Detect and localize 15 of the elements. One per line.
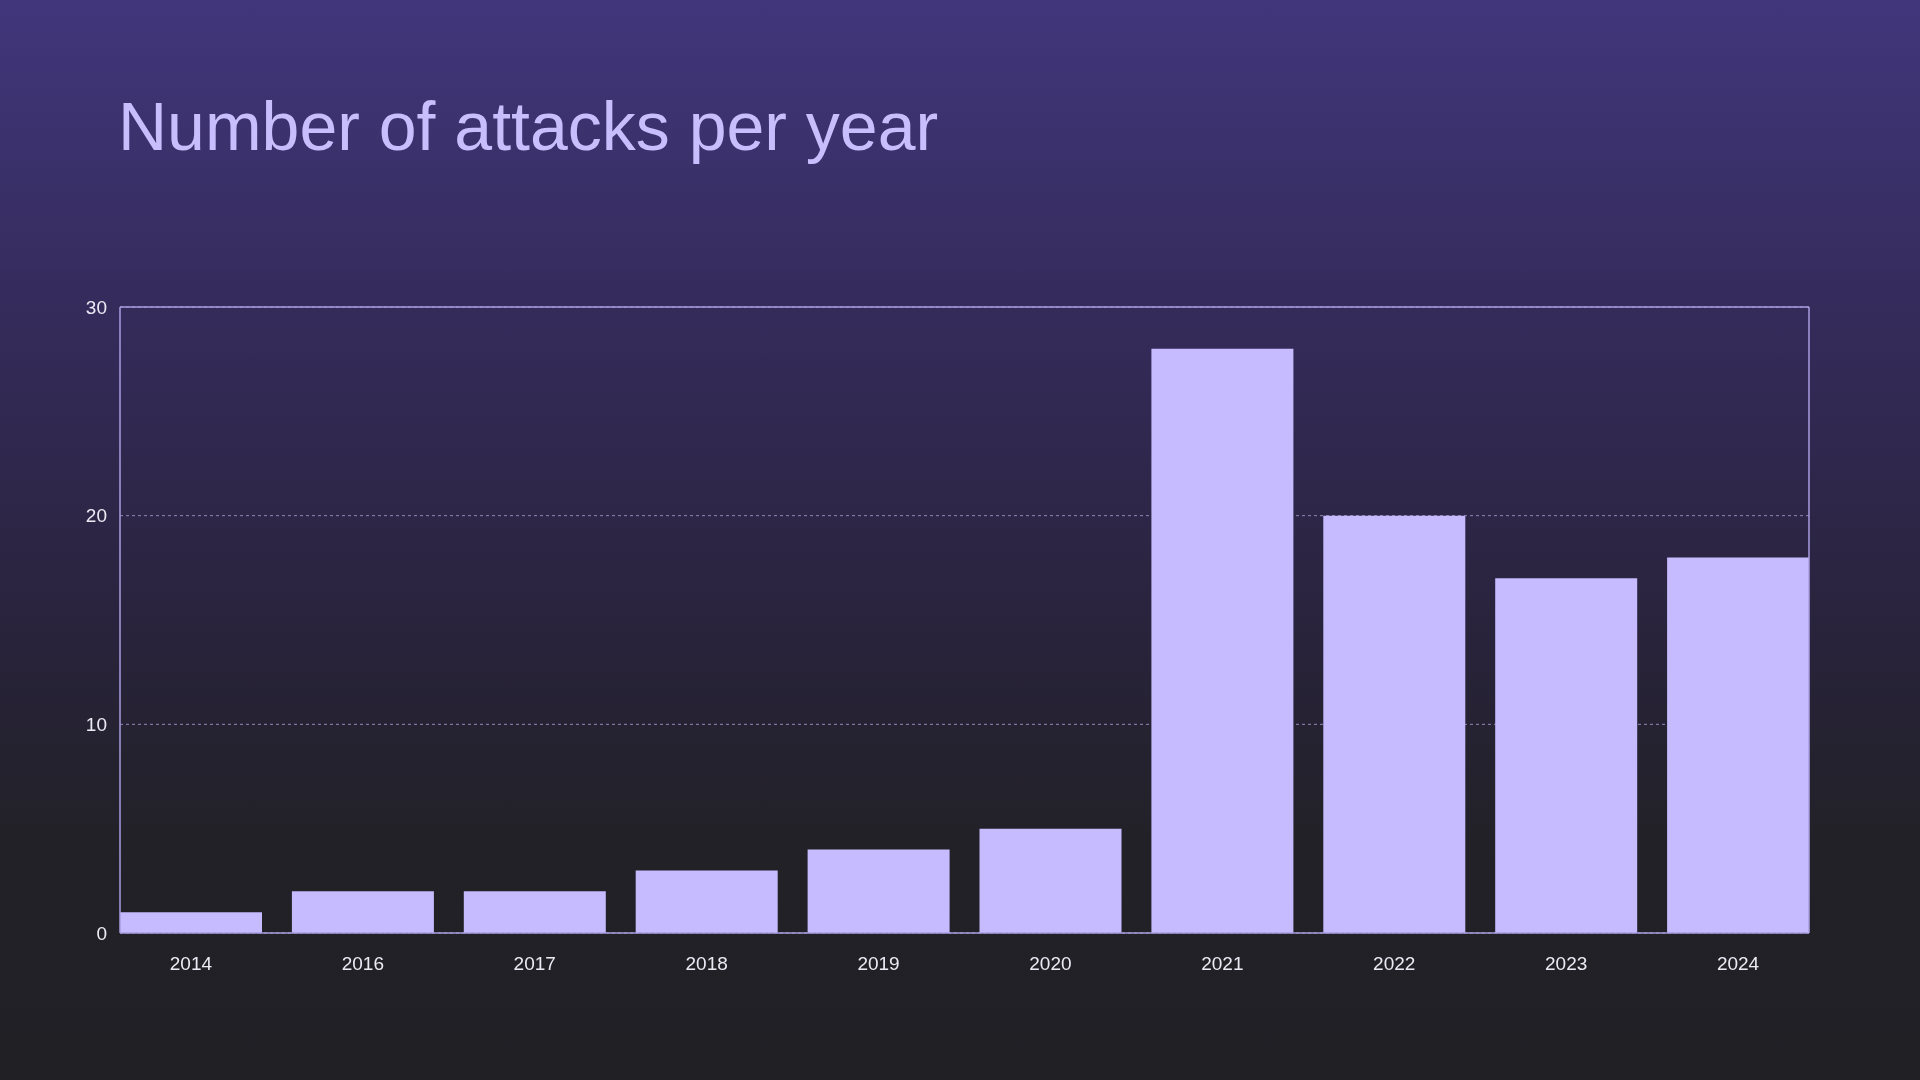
chart-title: Number of attacks per year: [118, 87, 939, 166]
x-tick-label: 2020: [1029, 953, 1072, 975]
y-tick-label: 30: [85, 296, 107, 318]
x-tick-label: 2021: [1201, 953, 1244, 975]
y-tick-label: 0: [96, 922, 107, 944]
x-tick-label: 2016: [341, 953, 384, 975]
x-tick-label: 2014: [169, 953, 213, 975]
x-tick-label: 2023: [1545, 953, 1588, 975]
y-tick-label: 10: [85, 714, 107, 736]
x-tick-label: 2022: [1373, 953, 1416, 975]
y-tick-label: 20: [85, 505, 107, 527]
x-tick-label: 2018: [685, 953, 728, 975]
x-tick-label: 2019: [857, 953, 900, 975]
x-tick-label: 2017: [513, 953, 556, 975]
x-tick-label: 2024: [1716, 953, 1760, 975]
